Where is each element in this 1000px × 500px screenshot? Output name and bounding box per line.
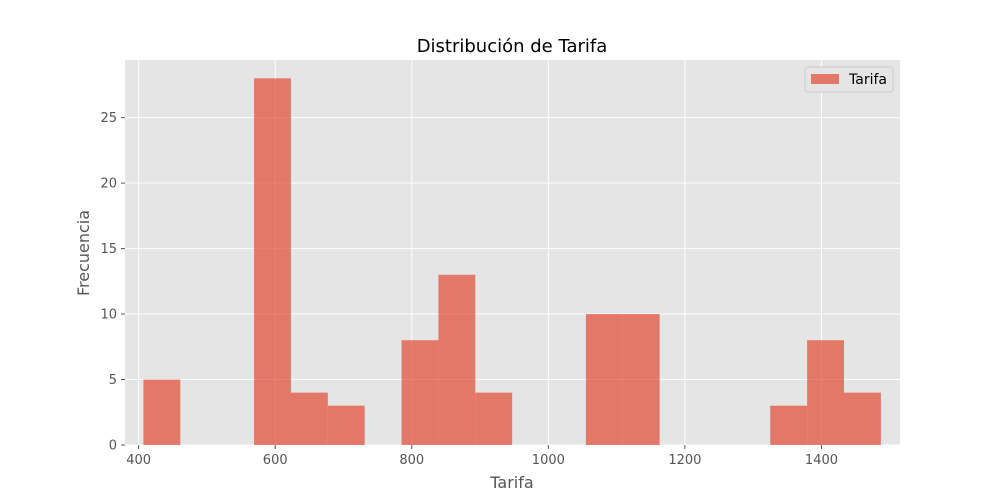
histogram-bar bbox=[844, 392, 881, 445]
histogram-bar bbox=[143, 379, 181, 445]
histogram-bar bbox=[290, 392, 328, 445]
x-tick-label: 1000 bbox=[532, 453, 565, 468]
y-tick-label: 5 bbox=[109, 373, 117, 388]
chart-title: Distribución de Tarifa bbox=[417, 36, 608, 57]
y-tick-label: 15 bbox=[100, 242, 117, 257]
y-tick-label: 0 bbox=[109, 439, 117, 454]
y-tick-label: 10 bbox=[100, 308, 117, 323]
histogram-bar bbox=[438, 274, 476, 445]
legend-swatch bbox=[811, 74, 839, 84]
histogram-bar bbox=[770, 405, 808, 445]
histogram-bar bbox=[807, 340, 845, 445]
legend-box bbox=[804, 66, 894, 93]
x-tick-label: 400 bbox=[126, 453, 151, 468]
histogram-bar bbox=[254, 78, 291, 445]
x-axis-label: Tarifa bbox=[489, 473, 533, 492]
histogram-bar bbox=[622, 314, 660, 445]
histogram-bar bbox=[327, 405, 365, 445]
x-tick-label: 800 bbox=[399, 453, 424, 468]
y-tick-label: 20 bbox=[100, 177, 117, 192]
y-tick-label: 25 bbox=[100, 111, 117, 126]
x-axis-ticks: 400 600 800 1000 1200 1400 bbox=[126, 445, 838, 468]
histogram-bars bbox=[143, 78, 881, 445]
x-tick-label: 1200 bbox=[668, 453, 701, 468]
histogram-bar bbox=[401, 340, 439, 445]
histogram-bar bbox=[585, 314, 623, 445]
legend-label: Tarifa bbox=[848, 72, 887, 88]
y-axis-label: Frecuencia bbox=[74, 210, 93, 296]
legend: Tarifa bbox=[804, 66, 894, 93]
x-tick-label: 1400 bbox=[805, 453, 838, 468]
y-axis-ticks: 0 5 10 15 20 25 bbox=[100, 111, 125, 454]
histogram-bar bbox=[475, 392, 513, 445]
x-tick-label: 600 bbox=[263, 453, 288, 468]
